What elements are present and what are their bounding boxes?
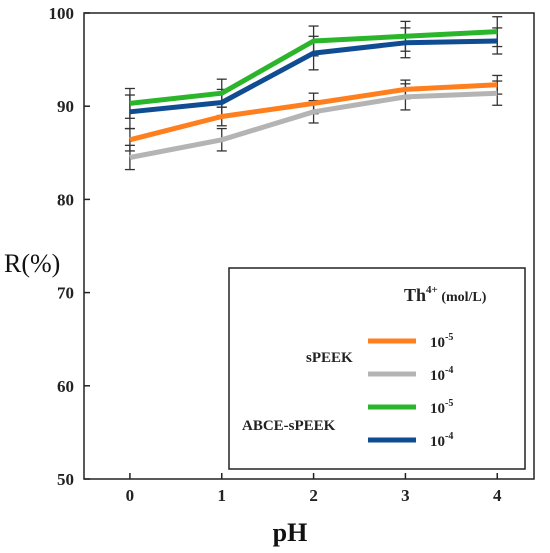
legend-group-label-speek: sPEEK [306,350,353,366]
y-tick-label: 60 [57,377,74,396]
series-line-2 [129,29,498,106]
legend: Th4+ (mol/L) sPEEK ABCE-sPEEK 10-510-410… [228,267,526,470]
y-tick-label: 100 [49,4,75,23]
legend-title: Th4+ (mol/L) [404,284,487,305]
legend-group-label-abce-speek: ABCE-sPEEK [242,418,336,434]
legend-entry-label: 10-4 [430,365,453,384]
x-tick-label: 0 [126,486,135,505]
x-tick-label: 2 [309,486,318,505]
legend-entry-label: 10-5 [430,332,453,351]
series-line-3 [129,38,498,115]
series-line-1 [129,90,498,160]
y-tick-label: 90 [57,97,74,116]
x-tick-label: 4 [493,486,502,505]
y-tick-label: 50 [57,470,74,489]
legend-entry-label: 10-4 [430,431,453,450]
x-axis-ticks: 0 1 2 3 4 [126,473,502,505]
y-tick-label: 70 [57,284,74,303]
legend-entries: 10-5 10-4 10-5 10-4 [368,332,453,450]
x-tick-label: 1 [218,486,227,505]
series-lines [129,29,498,160]
x-axis-label: pH [273,518,308,547]
x-tick-label: 3 [401,486,410,505]
y-axis-ticks: 50 60 70 80 90 100 [49,4,90,489]
legend-entry-label: 10-5 [430,398,453,417]
y-axis-label: R(%) [4,249,60,278]
legend-box [228,267,526,470]
plot-frame [83,12,535,480]
y-tick-label: 80 [57,190,74,209]
series-line-0 [129,82,498,143]
